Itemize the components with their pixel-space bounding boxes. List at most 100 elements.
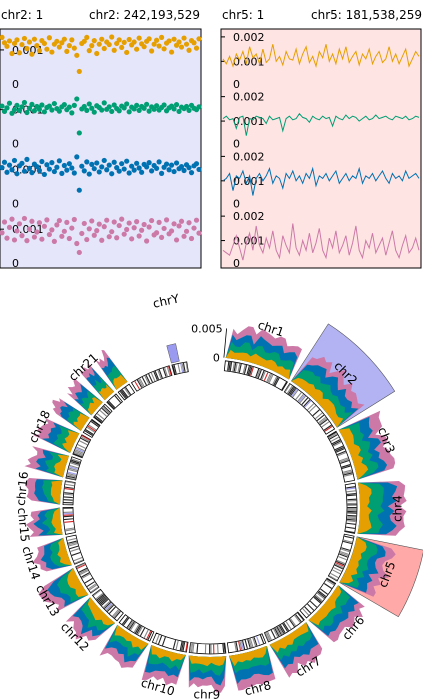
- cytoband: [133, 624, 140, 633]
- chromosome-label-chr16: chr16: [14, 471, 31, 507]
- scatter-point: [141, 44, 147, 50]
- scatter-point: [106, 41, 112, 48]
- cytoband: [81, 435, 91, 441]
- cytoband: [106, 604, 115, 612]
- cytoband: [99, 596, 107, 604]
- scatter-point: [124, 101, 130, 107]
- cytoband: [339, 457, 349, 462]
- cytoband: [94, 416, 102, 423]
- scatter-point: [64, 219, 70, 225]
- scatter-point: [89, 43, 95, 49]
- cytoband: [173, 364, 177, 374]
- cytoband: [233, 362, 237, 372]
- scatter-point: [41, 171, 47, 178]
- cytoband: [267, 373, 273, 383]
- cytoband: [268, 374, 274, 384]
- scatter-point: [66, 43, 72, 49]
- scatter-point: [59, 170, 65, 176]
- scatter-point: [76, 68, 82, 75]
- cytoband: [114, 395, 122, 403]
- scale-tick-label: 0: [213, 352, 220, 365]
- cytoband: [143, 629, 149, 639]
- scatter-point: [29, 101, 35, 107]
- track-zero-label: 0: [233, 257, 240, 270]
- scatter-point: [186, 220, 192, 226]
- scatter-point: [124, 226, 130, 233]
- scatter-point: [96, 41, 102, 47]
- cytoband: [99, 409, 108, 417]
- cytoband: [347, 517, 357, 520]
- scatter-point: [21, 215, 28, 222]
- scatter-point: [4, 105, 10, 111]
- scatter-point: [99, 237, 105, 243]
- cytoband: [71, 459, 80, 464]
- scatter-point: [156, 159, 162, 165]
- scatter-point: [149, 168, 155, 174]
- scatter-point: [66, 235, 72, 242]
- scatter-point: [111, 159, 117, 165]
- scatter-point: [0, 230, 5, 236]
- scatter-point: [49, 107, 55, 113]
- cytoband: [318, 590, 327, 597]
- scatter-point: [136, 107, 142, 113]
- cytoband: [256, 636, 261, 646]
- cytoband: [73, 451, 83, 457]
- cytoband: [104, 602, 113, 610]
- scatter-point: [101, 100, 107, 106]
- cytoband: [145, 374, 151, 384]
- cytoband: [64, 520, 74, 523]
- series-line: [222, 44, 420, 69]
- scatter-point: [26, 165, 33, 171]
- cytoband: [86, 581, 95, 588]
- cytoband: [335, 448, 345, 453]
- cytoband: [180, 363, 184, 373]
- scatter-point: [129, 163, 135, 169]
- scatter-point: [99, 36, 105, 42]
- scatter-point: [99, 107, 105, 113]
- scatter-point: [84, 236, 90, 243]
- scatter-point: [96, 221, 102, 227]
- cytoband: [123, 387, 131, 396]
- cytoband: [150, 372, 156, 382]
- chr2-range-end-label: chr2: 242,193,529: [89, 8, 200, 22]
- cytoband: [283, 622, 290, 631]
- cytoband: [242, 364, 246, 374]
- scatter-point: [44, 217, 50, 223]
- cytoband: [255, 368, 260, 378]
- cytoband: [339, 551, 349, 555]
- scatter-point: [76, 249, 82, 256]
- cytoband: [103, 405, 111, 413]
- scatter-point: [71, 170, 77, 176]
- scatter-point: [111, 47, 117, 53]
- cytoband: [64, 493, 74, 496]
- cytoband: [68, 541, 78, 546]
- cytoband: [102, 406, 110, 414]
- cytoband: [192, 643, 195, 653]
- cytoband: [65, 483, 75, 487]
- scatter-point: [64, 48, 70, 54]
- scatter-point: [19, 104, 25, 110]
- scatter-point: [176, 223, 182, 229]
- scatter-point: [161, 225, 167, 232]
- scatter-point: [56, 44, 62, 50]
- cytoband: [157, 635, 163, 645]
- cytoband: [88, 583, 97, 590]
- scatter-point: [34, 43, 40, 49]
- cytoband: [315, 594, 323, 602]
- scatter-point: [168, 49, 175, 55]
- cytoband: [103, 601, 112, 609]
- cytoband: [330, 436, 340, 442]
- cytoband: [270, 629, 276, 639]
- cytoband: [81, 573, 91, 579]
- cytoband: [119, 390, 127, 399]
- scatter-point: [139, 227, 145, 233]
- scatter-point: [183, 228, 190, 234]
- scatter-point: [31, 234, 38, 240]
- track-zero-label: 0: [12, 138, 19, 151]
- chr5-line-panel: 00.0010.00200.0010.00200.0010.00200.0010…: [220, 28, 422, 270]
- cytoband: [247, 639, 251, 649]
- cytoband: [63, 514, 73, 516]
- cytoband: [105, 603, 114, 611]
- cytoband: [71, 458, 81, 463]
- scatter-point: [89, 161, 95, 167]
